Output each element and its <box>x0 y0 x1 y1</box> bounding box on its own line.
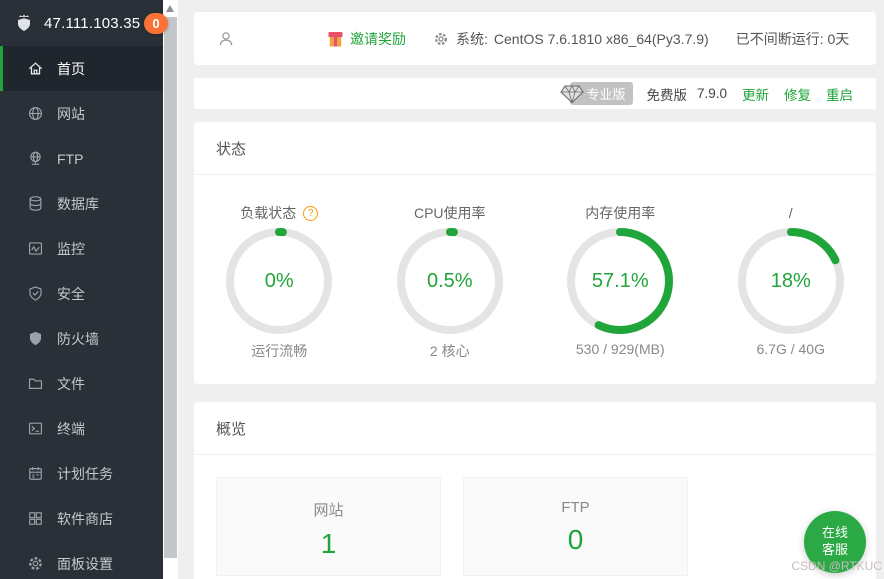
system-info: 系统: CentOS 7.6.1810 x86_64(Py3.7.9) <box>433 29 709 49</box>
card-value: 0 <box>567 524 584 555</box>
monitor-chart-icon <box>27 240 44 257</box>
sidebar-nav: 首页 网站 FTP 数据库 监控 安全 <box>0 46 163 579</box>
status-panel-title: 状态 <box>194 122 876 175</box>
message-count-badge[interactable]: 0 <box>144 13 168 34</box>
sidebar-item-label: 文件 <box>57 375 85 392</box>
gauge-value: 0% <box>264 269 294 292</box>
sidebar-item-label: 防火墙 <box>57 330 99 347</box>
gauge-memory: 内存使用率 57.1% 530 / 929(MB) <box>535 204 706 361</box>
panel-logo-shield-icon <box>13 12 35 34</box>
gift-icon <box>328 31 343 46</box>
vertical-scrollbar[interactable] <box>163 0 178 579</box>
sidebar-item-monitor[interactable]: 监控 <box>0 226 163 271</box>
gauge-label: CPU使用率 <box>413 205 486 221</box>
overview-cards-row: 网站 1 FTP 0 <box>194 455 876 576</box>
gauge-value: 0.5% <box>426 269 473 292</box>
database-icon <box>27 195 44 212</box>
gauge-value: 57.1% <box>591 269 649 292</box>
gauge-cpu: CPU使用率 0.5% 2 核心 <box>365 204 536 361</box>
gear-icon <box>433 31 449 47</box>
edition-label: 免费版 <box>646 87 687 103</box>
diamond-icon <box>560 84 585 104</box>
sidebar-item-label: 软件商店 <box>57 510 113 527</box>
sidebar-item-label: 监控 <box>57 240 85 257</box>
firewall-shield-icon <box>27 330 44 347</box>
overview-card-ftp[interactable]: FTP 0 <box>463 477 688 576</box>
help-icon[interactable]: ? <box>303 205 319 221</box>
server-ip: 47.111.103.35 <box>44 14 141 32</box>
online-support-button[interactable]: 在线 客服 <box>804 511 866 573</box>
gauge-sub-label: 运行流畅 <box>251 343 308 359</box>
overview-card-website[interactable]: 网站 1 <box>216 477 441 576</box>
system-label: 系统: <box>456 30 488 47</box>
version-number: 7.9.0 <box>696 86 727 101</box>
sidebar-item-cron[interactable]: 计划任务 <box>0 451 163 496</box>
sidebar-item-database[interactable]: 数据库 <box>0 181 163 226</box>
sidebar-item-security[interactable]: 安全 <box>0 271 163 316</box>
status-panel: 状态 负载状态 ? 0% 运行流畅 CPU使用率 <box>194 122 876 384</box>
version-bar: 专业版 免费版 7.9.0 更新 修复 重启 <box>194 78 876 109</box>
online-support-line2: 客服 <box>821 542 848 557</box>
sidebar-item-firewall[interactable]: 防火墙 <box>0 316 163 361</box>
update-link[interactable]: 更新 <box>742 87 769 103</box>
gauge-sub-label: 2 核心 <box>429 343 470 359</box>
system-value: CentOS 7.6.1810 x86_64(Py3.7.9) <box>493 30 709 47</box>
sidebar-item-files[interactable]: 文件 <box>0 361 163 406</box>
gauge-label: 负载状态 <box>240 205 297 221</box>
online-support-line1: 在线 <box>821 525 848 541</box>
restart-link[interactable]: 重启 <box>826 87 853 103</box>
gauge-sub-label: 6.7G / 40G <box>756 341 825 357</box>
sidebar-item-home[interactable]: 首页 <box>0 46 163 91</box>
sidebar-item-website[interactable]: 网站 <box>0 91 163 136</box>
sidebar-item-terminal[interactable]: 终端 <box>0 406 163 451</box>
card-value: 1 <box>320 528 337 559</box>
gear-icon <box>27 555 44 572</box>
sidebar-item-label: 终端 <box>57 420 85 437</box>
sidebar-item-label: 网站 <box>57 105 85 122</box>
sidebar-item-label: 计划任务 <box>57 465 113 482</box>
pro-version-badge[interactable]: 专业版 <box>560 82 634 105</box>
sidebar-item-label: 首页 <box>57 60 85 77</box>
gauge-label: 内存使用率 <box>585 205 656 221</box>
shield-check-icon <box>27 285 44 302</box>
uptime-text: 已不间断运行: 0天 <box>735 30 850 47</box>
gauge-label: / <box>788 205 793 221</box>
ftp-globe-icon <box>27 150 44 167</box>
terminal-icon <box>27 420 44 437</box>
home-icon <box>27 60 44 77</box>
sidebar-item-ftp[interactable]: FTP <box>0 136 163 181</box>
overview-panel: 概览 网站 1 FTP 0 <box>194 402 876 579</box>
scrollbar-thumb[interactable] <box>164 17 177 558</box>
gauge-sub-label: 530 / 929(MB) <box>575 341 665 357</box>
card-label: 网站 <box>313 502 344 519</box>
app-grid-icon <box>27 510 44 527</box>
gauge-load: 负载状态 ? 0% 运行流畅 <box>194 204 365 361</box>
sidebar-item-label: 安全 <box>57 285 85 302</box>
gauge-value: 18% <box>770 269 811 292</box>
repair-link[interactable]: 修复 <box>784 87 811 103</box>
sidebar-item-settings[interactable]: 面板设置 <box>0 541 163 579</box>
calendar-icon <box>27 465 44 482</box>
user-profile-icon[interactable] <box>216 29 236 49</box>
invite-reward-label: 邀请奖励 <box>350 30 406 47</box>
sidebar: 47.111.103.35 0 首页 网站 FTP 数据库 监控 <box>0 0 168 579</box>
invite-reward-link[interactable]: 邀请奖励 <box>328 29 406 49</box>
top-info-bar: 邀请奖励 系统: CentOS 7.6.1810 x86_64(Py3.7.9)… <box>194 12 876 65</box>
main-content: 邀请奖励 系统: CentOS 7.6.1810 x86_64(Py3.7.9)… <box>178 0 884 579</box>
sidebar-item-label: FTP <box>57 150 84 167</box>
sidebar-header: 47.111.103.35 0 <box>0 0 168 46</box>
gauge-disk-root: / 18% 6.7G / 40G <box>706 204 877 361</box>
sidebar-item-label: 面板设置 <box>57 555 113 572</box>
folder-icon <box>27 375 44 392</box>
gauges-row: 负载状态 ? 0% 运行流畅 CPU使用率 0.5% 2 核心 <box>194 175 876 384</box>
sidebar-item-appstore[interactable]: 软件商店 <box>0 496 163 541</box>
sidebar-item-label: 数据库 <box>57 195 99 212</box>
overview-panel-title: 概览 <box>194 402 876 455</box>
globe-icon <box>27 105 44 122</box>
pro-badge-label: 专业版 <box>570 82 634 105</box>
card-label: FTP <box>561 499 590 516</box>
scrollbar-up-arrow-icon[interactable] <box>166 5 174 12</box>
